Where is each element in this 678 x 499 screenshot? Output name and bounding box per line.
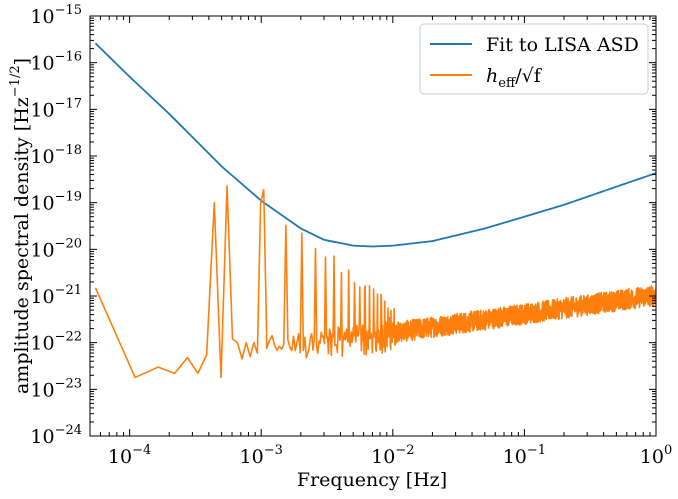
y-axis-title-suffix: ] <box>11 58 33 65</box>
ticks: 10−4 10−3 10−2 10−1 100 10−24 10−23 10−22 10−21 1… <box>30 3 672 468</box>
y-axis-title-exp: −1/2 <box>8 65 23 97</box>
legend-box <box>419 23 649 95</box>
y-tick-label: 10−23 <box>30 376 82 401</box>
y-tick-label: 10−16 <box>30 50 82 75</box>
y-tick-label: 10−17 <box>30 96 82 121</box>
legend[interactable]: Fit to LISA ASD heff/√f <box>419 23 649 95</box>
y-axis-title: amplitude spectral density [Hz−1/2] <box>8 58 33 394</box>
x-tick-label: 10−2 <box>371 443 414 468</box>
y-tick-label: 10−22 <box>30 330 82 355</box>
y-axis-title-prefix: amplitude spectral density [Hz <box>11 97 33 394</box>
y-tick-label: 10−18 <box>30 143 82 168</box>
legend-label-lisa-asd: Fit to LISA ASD <box>486 34 639 56</box>
y-tick-label: 10−20 <box>30 236 82 261</box>
plot-area <box>94 42 656 379</box>
x-tick-label: 10−1 <box>503 443 546 468</box>
x-tick-label: 10−3 <box>240 443 283 468</box>
axes-frame <box>89 15 657 437</box>
series-line-lisa-asd <box>94 42 656 248</box>
y-tick-label: 10−19 <box>30 190 82 215</box>
y-tick-label: 10−24 <box>30 423 82 448</box>
y-tick-label: 10−21 <box>30 283 82 308</box>
series-line-heff <box>94 184 656 379</box>
x-tick-label: 10−4 <box>108 443 151 468</box>
legend-label-heff: heff/√f <box>486 65 543 91</box>
x-axis-title: Frequency [Hz] <box>297 469 447 491</box>
x-tick-label: 100 <box>640 443 672 468</box>
axes <box>89 15 657 437</box>
y-tick-label: 10−15 <box>30 3 82 28</box>
